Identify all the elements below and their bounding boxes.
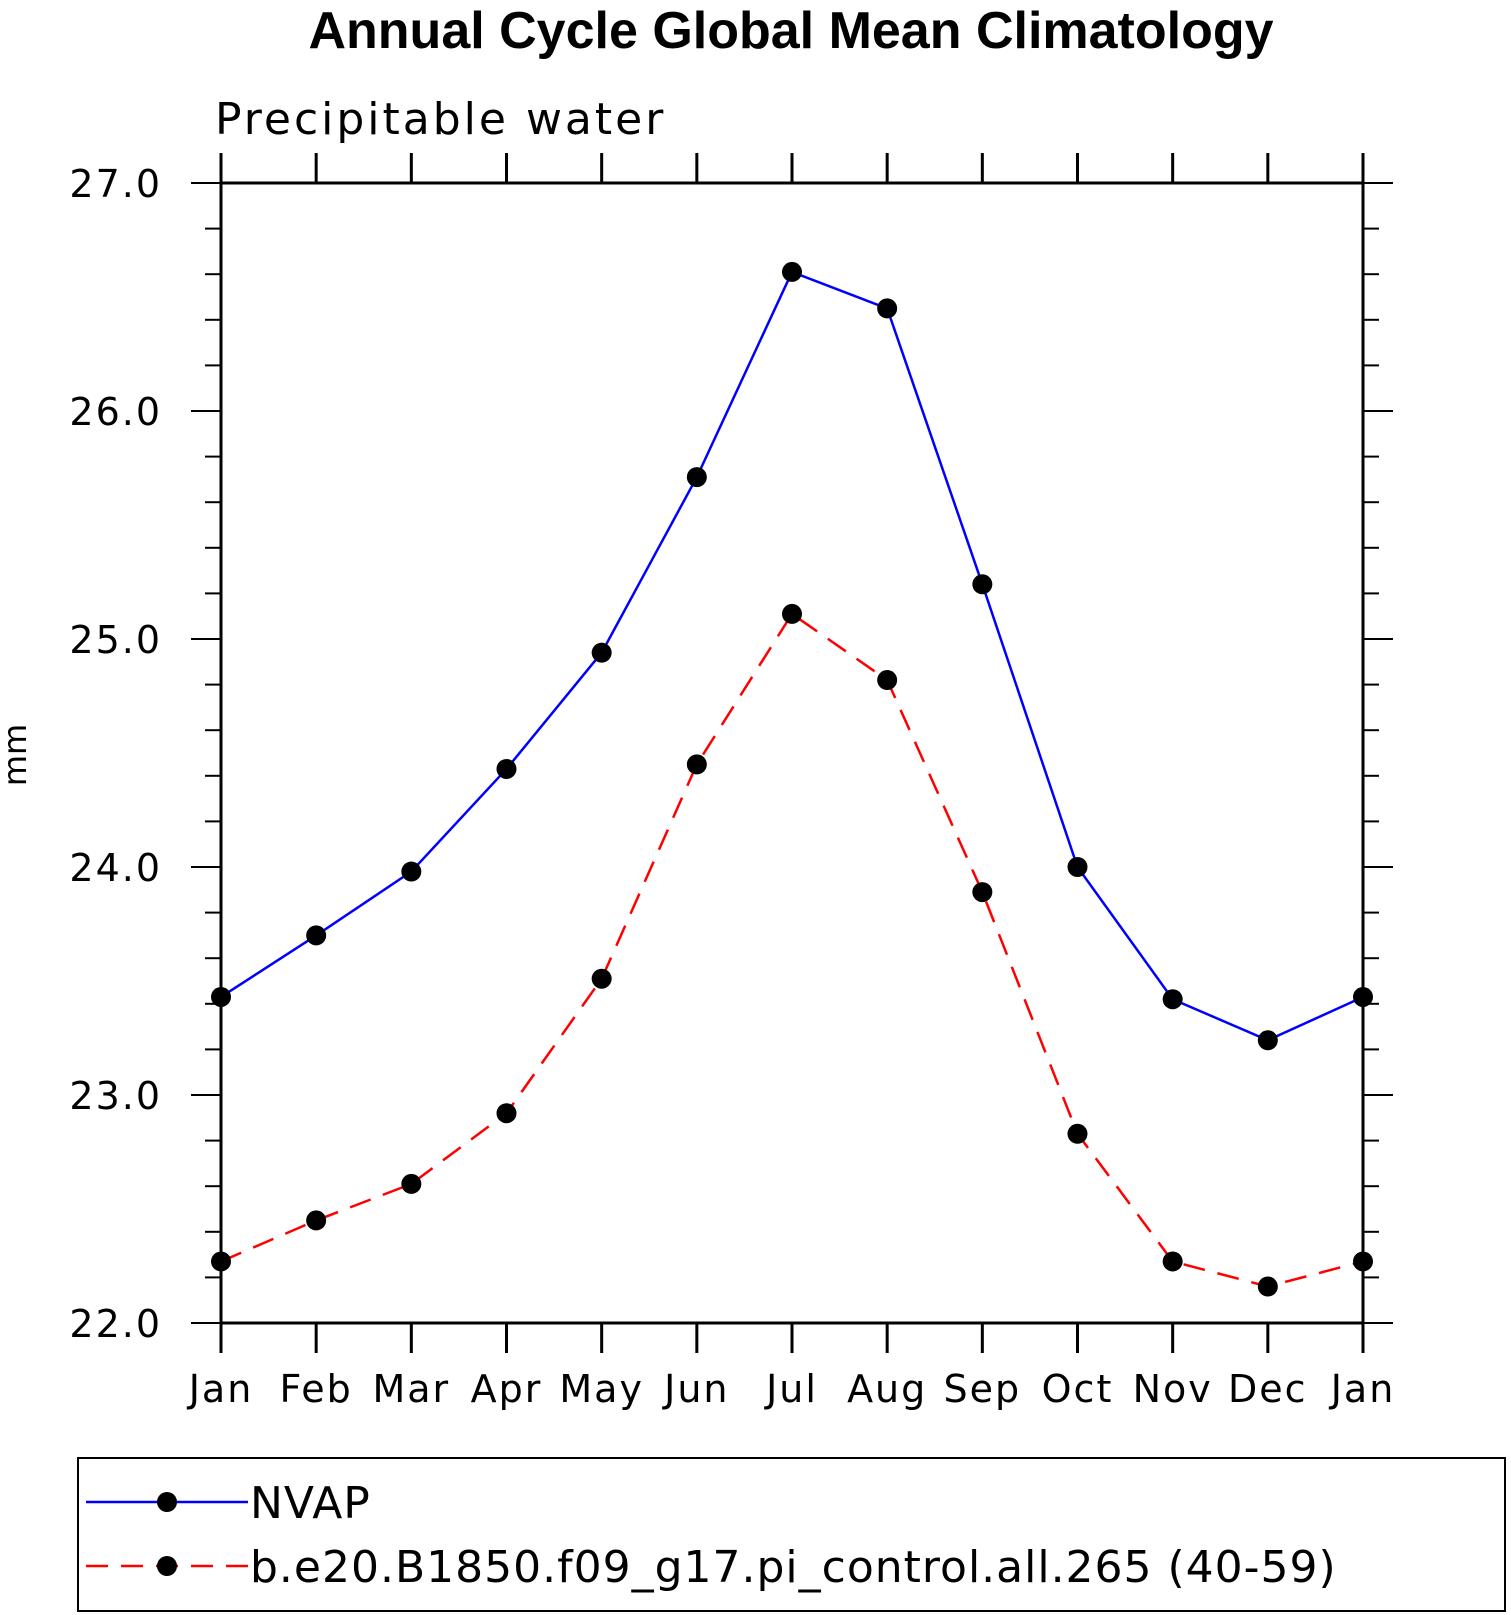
series-1-point <box>1162 989 1183 1010</box>
x-tick-label: Apr <box>471 1367 543 1411</box>
legend-box <box>77 1457 1506 1612</box>
series-1-point <box>591 642 612 663</box>
series-1-point <box>686 467 707 488</box>
x-tick-label: Mar <box>372 1367 450 1411</box>
legend-marker-1 <box>157 1492 177 1512</box>
series-1-point <box>782 261 802 282</box>
y-tick-label: 24.0 <box>69 846 162 890</box>
series-2-point <box>972 882 993 903</box>
axis-ticks <box>191 153 1393 1353</box>
series-2-point <box>1257 1276 1278 1297</box>
series-1-point <box>401 861 422 882</box>
y-tick-label: 27.0 <box>69 162 162 206</box>
y-tick-labels: 22.0 23.0 24.0 25.0 26.0 27.0 <box>69 162 162 1346</box>
series-2-point <box>782 603 802 624</box>
y-tick-label: 22.0 <box>69 1302 162 1346</box>
legend-marker-2 <box>157 1556 177 1576</box>
y-axis-label: mm <box>0 724 34 786</box>
series-2-point <box>686 754 707 775</box>
x-tick-labels: Jan Feb Mar Apr May Jun Jul Aug Sep Oct Nov Dec Jan <box>187 1367 1396 1411</box>
series-line-2 <box>220 612 1364 1288</box>
legend: NVAP b.e20.B1850.f09_g17.pi_control.all.2… <box>77 1457 1506 1612</box>
series-layer <box>211 261 1373 1297</box>
x-tick-label: Dec <box>1228 1367 1308 1411</box>
x-tick-label: Jan <box>1329 1367 1396 1411</box>
series-1-point <box>1067 857 1088 877</box>
x-tick-label: Jul <box>764 1367 818 1411</box>
series-1-point <box>877 298 898 319</box>
chart-subtitle: Precipitable water <box>215 94 666 145</box>
x-tick-label: Aug <box>847 1367 927 1411</box>
x-tick-label: Feb <box>280 1367 353 1411</box>
series-2-point <box>1162 1251 1183 1272</box>
series-1-point <box>496 758 517 779</box>
series-1-point <box>306 925 327 946</box>
series-2-point <box>496 1103 517 1124</box>
plot-frame <box>219 181 1365 1325</box>
series-2-point <box>306 1210 327 1231</box>
series-2-point <box>877 670 898 691</box>
y-tick-label: 23.0 <box>69 1074 162 1118</box>
series-2-point <box>591 968 612 989</box>
y-tick-label: 25.0 <box>69 618 162 662</box>
x-tick-label: Oct <box>1042 1367 1114 1411</box>
x-tick-label: Jun <box>662 1367 729 1411</box>
y-tick-label: 26.0 <box>69 390 162 434</box>
series-1-point <box>972 574 993 595</box>
x-tick-label: Nov <box>1133 1367 1213 1411</box>
series-line-1 <box>220 270 1364 1042</box>
x-tick-label: May <box>559 1367 644 1411</box>
legend-label-1: NVAP <box>250 1478 371 1529</box>
x-tick-label: Sep <box>944 1367 1022 1411</box>
legend-label-2: b.e20.B1850.f09_g17.pi_control.all.265 (… <box>250 1542 1337 1593</box>
series-2-point <box>1067 1123 1088 1144</box>
x-tick-label: Jan <box>187 1367 254 1411</box>
series-1-point <box>1257 1030 1278 1051</box>
series-2-point <box>401 1173 422 1194</box>
legend-entries: NVAP b.e20.B1850.f09_g17.pi_control.all.2… <box>86 1478 1337 1593</box>
chart-title: Annual Cycle Global Mean Climatology <box>308 2 1273 60</box>
